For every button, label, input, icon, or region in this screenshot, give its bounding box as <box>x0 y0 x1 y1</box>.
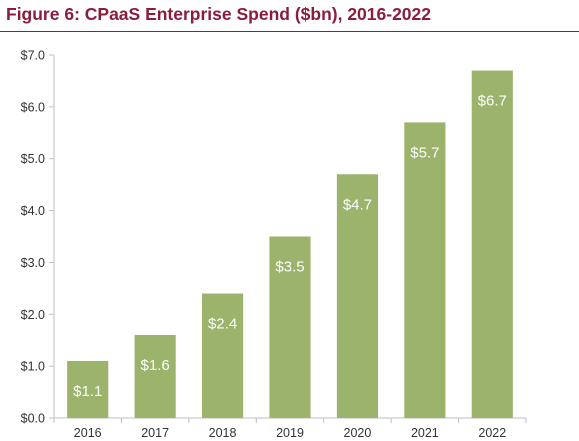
bar-2018 <box>202 293 244 418</box>
bars <box>67 70 513 419</box>
data-label-2016: $1.1 <box>73 383 102 400</box>
bar-2017 <box>134 335 176 418</box>
x-axis: 2016 2017 2018 2019 2020 2021 2022 <box>53 417 527 440</box>
chart-title: Figure 6: CPaaS Enterprise Spend ($bn), … <box>6 4 432 24</box>
data-label-2017: $1.6 <box>141 357 170 374</box>
y-tick-label: $3.0 <box>21 256 45 270</box>
x-tick-label: 2017 <box>141 426 169 440</box>
bar-2021 <box>404 122 446 419</box>
bar-2022 <box>471 70 513 419</box>
y-tick-label: $7.0 <box>21 49 45 63</box>
x-tick-label: 2020 <box>344 426 372 440</box>
x-tick-label: 2019 <box>276 426 304 440</box>
y-tick-label: $1.0 <box>21 360 45 374</box>
y-tick-label: $4.0 <box>21 204 45 218</box>
data-labels: $1.1 $1.6 $2.4 $3.5 $4.7 $5.7 $6.7 <box>73 93 507 400</box>
bar-2016 <box>67 360 109 418</box>
data-label-2019: $3.5 <box>275 259 304 276</box>
x-tick-label: 2018 <box>209 426 237 440</box>
data-label-2022: $6.7 <box>478 93 507 110</box>
y-tick-label: $0.0 <box>21 412 45 426</box>
y-tick-label: $6.0 <box>21 100 45 114</box>
y-tick-label: $5.0 <box>21 152 45 166</box>
y-axis: $0.0 $1.0 $2.0 $3.0 $4.0 $5.0 $6.0 $7.0 <box>21 49 55 426</box>
x-tick-label: 2021 <box>411 426 439 440</box>
bar-2019 <box>269 236 311 418</box>
y-tick-label: $2.0 <box>21 308 45 322</box>
data-label-2021: $5.7 <box>410 144 439 161</box>
data-label-2020: $4.7 <box>343 196 372 213</box>
x-tick-label: 2016 <box>74 426 102 440</box>
title-divider <box>0 31 579 32</box>
data-label-2018: $2.4 <box>208 316 237 333</box>
bar-2020 <box>336 174 378 418</box>
x-tick-label: 2022 <box>478 426 506 440</box>
